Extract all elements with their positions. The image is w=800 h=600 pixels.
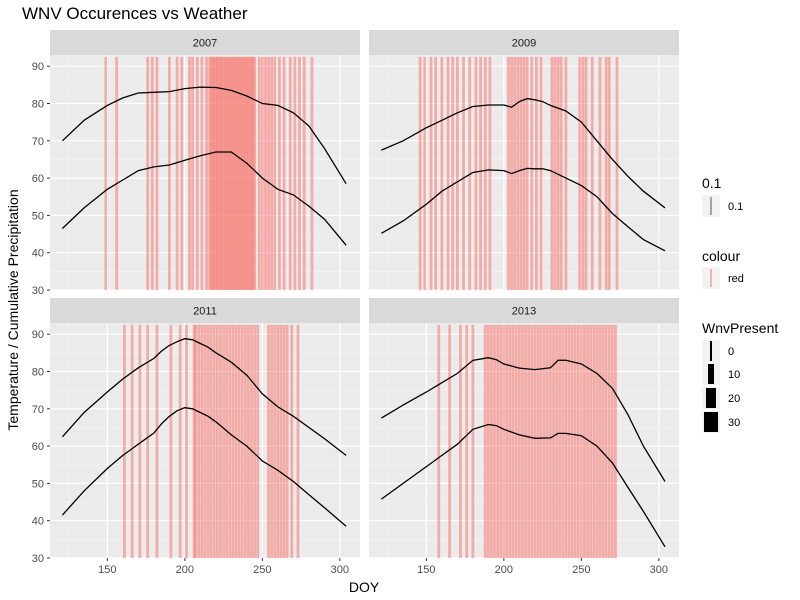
facet-strip <box>369 30 679 55</box>
facet-strip-label: 2007 <box>193 38 217 50</box>
legend-title-colour: colour <box>702 248 740 264</box>
legend-label: red <box>728 273 744 285</box>
legend-title-wnvpresent: WnvPresent <box>702 320 778 336</box>
panel-2009: 2009 <box>369 30 679 291</box>
facet-strip-label: 2011 <box>193 306 217 318</box>
legend: 0.1 0.1 colour red WnvPresent 0 10 20 30 <box>702 175 778 433</box>
y-tick-label: 90 <box>32 61 44 73</box>
facet-strip <box>50 298 360 323</box>
series-line-1 <box>381 357 666 482</box>
y-tick-label: 70 <box>32 136 44 148</box>
series-line-2 <box>61 151 347 246</box>
facet-strip-label: 2009 <box>512 38 536 50</box>
facet-strip <box>369 298 679 323</box>
x-tick-label: 300 <box>331 564 349 576</box>
y-tick-label: 30 <box>32 553 44 565</box>
y-tick-label: 80 <box>32 98 44 110</box>
legend-title-alpha: 0.1 <box>702 175 722 191</box>
series-line-1 <box>381 97 666 209</box>
legend-label: 20 <box>728 393 740 405</box>
x-axis-title: DOY <box>349 579 380 595</box>
x-tick-label: 250 <box>572 564 590 576</box>
y-tick-label: 70 <box>32 404 44 416</box>
legend-label: 30 <box>728 417 740 429</box>
x-tick-label: 150 <box>98 564 116 576</box>
legend-label: 0 <box>728 346 734 358</box>
x-tick-label: 300 <box>650 564 668 576</box>
x-tick-label: 250 <box>253 564 271 576</box>
series-line-2 <box>381 423 666 548</box>
y-axis-title: Temperature / Cumulative Precipitation <box>5 189 21 430</box>
legend-label: 10 <box>728 369 740 381</box>
y-tick-label: 30 <box>32 285 44 297</box>
y-tick-label: 50 <box>32 478 44 490</box>
y-tick-label: 40 <box>32 516 44 528</box>
y-tick-label: 60 <box>32 173 44 185</box>
panel-background <box>369 323 679 558</box>
panel-background <box>50 55 360 290</box>
panel-2011: 2011 30 40 50 60 70 80 90 150 200 250 300 <box>32 298 360 576</box>
y-tick-label: 90 <box>32 329 44 341</box>
y-tick-label: 40 <box>32 248 44 260</box>
facet-strip <box>50 30 360 55</box>
series-line-2 <box>61 407 347 527</box>
y-tick-label: 60 <box>32 441 44 453</box>
x-tick-label: 200 <box>495 564 513 576</box>
series-line-2 <box>381 167 666 252</box>
x-tick-label: 150 <box>417 564 435 576</box>
y-tick-label: 50 <box>32 210 44 222</box>
y-tick-label: 80 <box>32 366 44 378</box>
panel-2013: 2013 150 200 250 300 <box>369 298 679 576</box>
panel-2007: 2007 30 40 50 60 70 80 90 <box>32 30 360 297</box>
series-line-1 <box>61 338 347 456</box>
chart-title: WNV Occurences vs Weather <box>22 4 248 23</box>
facet-strip-label: 2013 <box>512 306 536 318</box>
series-line-1 <box>61 86 347 185</box>
x-tick-label: 200 <box>176 564 194 576</box>
legend-label: 0.1 <box>728 201 743 213</box>
